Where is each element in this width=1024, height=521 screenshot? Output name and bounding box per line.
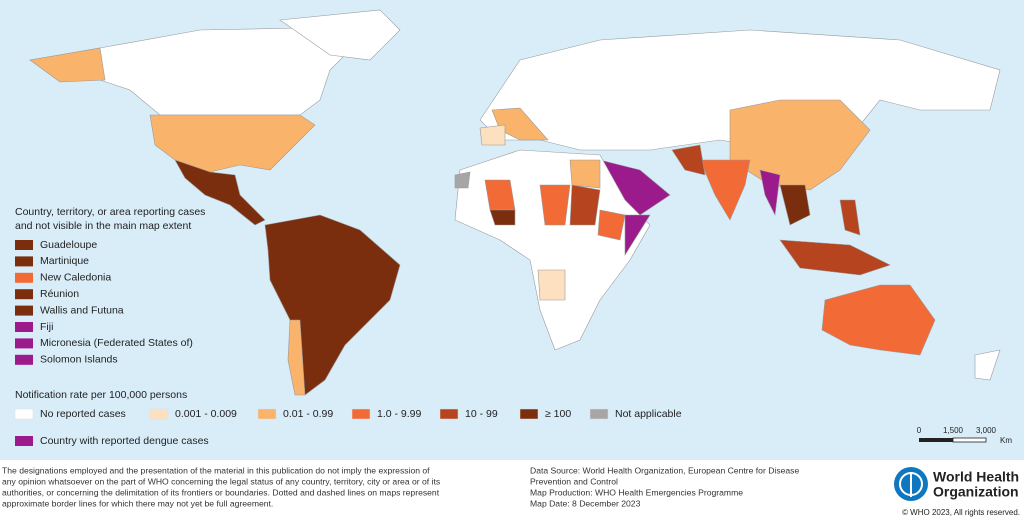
legend-swatch: [15, 305, 33, 316]
india: [699, 159, 751, 221]
legend-swatch: [14, 408, 34, 420]
mali-niger: [484, 179, 516, 211]
legend-title: and not visible in the main map extent: [15, 220, 191, 232]
legend-swatch: [15, 338, 33, 349]
legend-label: 0.01 - 0.99: [283, 408, 333, 420]
scale-label: 1,500: [943, 426, 964, 435]
footer: The designations employed and the presen…: [2, 465, 1020, 517]
legend-swatch: [589, 408, 609, 420]
legend-title: Country, territory, or area reporting ca…: [15, 206, 205, 218]
legend-label: Not applicable: [615, 408, 682, 420]
legend-label: Solomon Islands: [40, 354, 118, 366]
scale-segment: [952, 437, 987, 443]
scale-segment: [919, 438, 953, 442]
credit-line: Map Production: WHO Health Emergencies P…: [530, 487, 743, 497]
legend-swatch: [15, 436, 33, 446]
mexico-central-america: [174, 159, 266, 226]
legend-label: No reported cases: [40, 408, 126, 420]
ethiopia: [597, 209, 626, 241]
land: [29, 9, 1001, 396]
scale-label: 3,000: [976, 426, 997, 435]
pakistan: [671, 144, 706, 176]
alaska: [29, 47, 106, 83]
legend-swatch: [15, 272, 33, 283]
australia: [821, 284, 936, 356]
egypt: [569, 159, 601, 189]
legend-swatch: [15, 322, 33, 332]
chad: [539, 184, 571, 226]
sudan: [569, 184, 601, 226]
somalia: [624, 214, 651, 257]
legend-swatch: [257, 408, 277, 420]
credit-line: Map Date: 8 December 2023: [530, 498, 641, 508]
who-logo: [894, 467, 928, 501]
philippines: [839, 199, 861, 236]
legend-swatch: [15, 354, 33, 365]
disclaimer-line: The designations employed and the presen…: [2, 465, 430, 475]
legend-swatch: [15, 256, 33, 267]
disclaimer-line: any opinion whatsoever on the part of WH…: [2, 476, 440, 486]
credit-line: Data Source: World Health Organization, …: [530, 465, 799, 475]
legend-label: 10 - 99: [465, 408, 498, 420]
scale-unit: Km: [1000, 436, 1012, 445]
legend-label: Guadeloupe: [40, 239, 97, 251]
eurasia: [479, 29, 1001, 151]
western-sahara: [454, 171, 471, 189]
angola: [537, 269, 566, 301]
new-zealand: [974, 349, 1001, 381]
legend-label: ≥ 100: [545, 408, 571, 420]
myanmar: [759, 169, 781, 217]
legend-swatch: [439, 408, 459, 420]
iberia: [479, 124, 506, 146]
rate-legend: Notification rate per 100,000 persons No …: [14, 389, 682, 447]
legend-swatch: [519, 408, 539, 420]
inset-legend: Country, territory, or area reporting ca…: [15, 206, 205, 366]
legend-label: Réunion: [40, 288, 79, 300]
southeast-asia: [779, 184, 811, 226]
legend-label: 0.001 - 0.009: [175, 408, 237, 420]
usa: [149, 114, 316, 173]
greenland: [279, 9, 401, 61]
burkina-faso: [489, 209, 516, 226]
legend-label: Fiji: [40, 321, 53, 333]
legend-title: Notification rate per 100,000 persons: [15, 389, 187, 401]
legend-label: 1.0 - 9.99: [377, 408, 422, 420]
logo-text: Organization: [933, 484, 1019, 500]
credit-line: Prevention and Control: [530, 476, 618, 486]
disclaimer-line: authorities, or concerning the delimitat…: [2, 487, 440, 497]
legend-swatch: [149, 408, 169, 420]
legend-swatch: [15, 240, 33, 250]
legend-label: Wallis and Futuna: [40, 304, 124, 316]
legend-label: Country with reported dengue cases: [40, 435, 209, 447]
legend-swatch: [15, 289, 33, 300]
legend-swatch: [351, 408, 371, 420]
legend-label: Micronesia (Federated States of): [40, 337, 193, 349]
scale-label: 0: [917, 426, 922, 435]
copyright: © WHO 2023, All rights reserved.: [902, 508, 1020, 517]
chile: [287, 319, 306, 396]
logo-text: World Health: [933, 469, 1019, 485]
legend-label: New Caledonia: [40, 272, 111, 284]
disclaimer-line: approximate border lines for which there…: [2, 498, 273, 508]
legend-label: Martinique: [40, 255, 89, 267]
indonesia: [779, 239, 891, 276]
